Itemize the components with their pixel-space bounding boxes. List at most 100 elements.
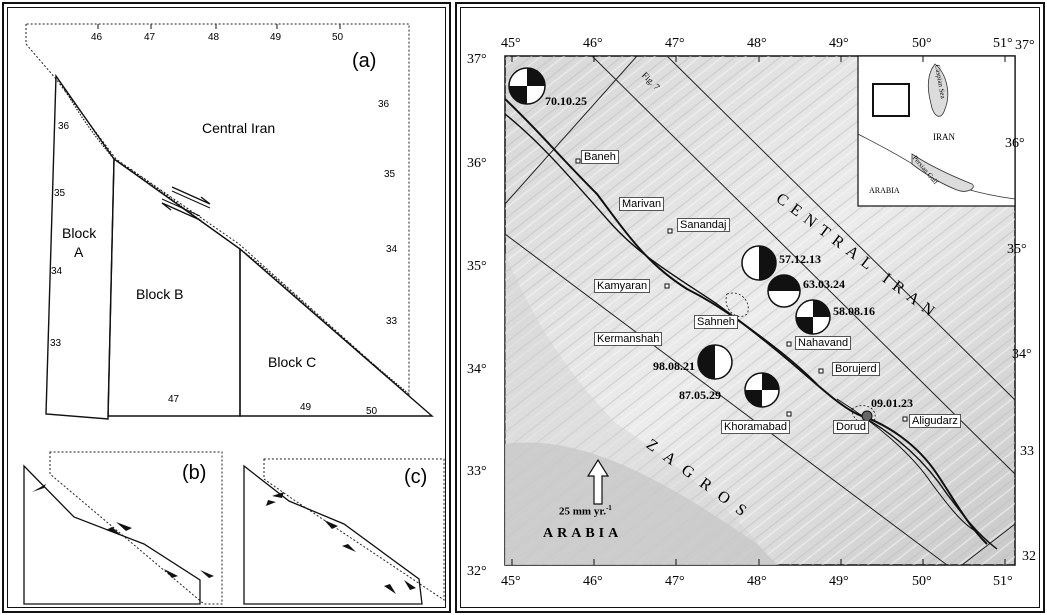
town-baneh: Baneh bbox=[581, 150, 619, 164]
map-panel: 45° 46° 47° 48° 49° 50° 51° 45° 46° 47° … bbox=[455, 2, 1045, 613]
bottom-tick-49: 49 bbox=[300, 402, 312, 413]
central-iran-label: Central Iran bbox=[202, 120, 276, 136]
boundary-line-se bbox=[961, 523, 1016, 566]
top-tick-50: 50 bbox=[332, 32, 344, 43]
inset-study-area-box bbox=[872, 83, 910, 117]
inset-arabia-label: ARABIA bbox=[869, 186, 900, 195]
block-a-label-line1: Block bbox=[62, 225, 97, 241]
event-87-05-29: 87.05.29 bbox=[679, 388, 721, 402]
map-top-lon-47: 47° bbox=[665, 36, 685, 51]
map-bottom-lon-49: 49° bbox=[829, 574, 849, 589]
top-tick-49: 49 bbox=[270, 32, 282, 43]
inset-iran-label: IRAN bbox=[933, 132, 955, 142]
map-left-lat-35: 35° bbox=[467, 259, 487, 274]
map-right-lat-35: 35° bbox=[1007, 242, 1027, 257]
town-dorud: Dorud bbox=[833, 420, 869, 434]
focal-mechanism-87-05-29 bbox=[744, 372, 780, 408]
block-a-label-line2: A bbox=[74, 244, 84, 260]
event-58-08-16: 58.08.16 bbox=[833, 304, 875, 318]
focal-mechanism-70-10-25 bbox=[508, 67, 546, 105]
focal-mechanism-98-08-21 bbox=[697, 344, 733, 380]
panel-c-dotted-outline bbox=[263, 458, 445, 601]
focal-mechanism-58-08-16 bbox=[795, 299, 831, 335]
shear-arrow-lower bbox=[161, 202, 201, 221]
boundary-line-ne bbox=[666, 55, 1016, 401]
map-top-lon-46: 46° bbox=[583, 36, 603, 51]
inset-caspian bbox=[927, 63, 949, 117]
left-tick-33: 33 bbox=[50, 338, 62, 349]
map-top-lon-49: 49° bbox=[829, 36, 849, 51]
mesopotamia-area bbox=[505, 254, 777, 565]
panel-b-arrows bbox=[32, 484, 214, 578]
shear-arrow-lower-double bbox=[161, 198, 201, 217]
map-top-lon-51: 51° bbox=[993, 36, 1013, 51]
town-aligudarz: Aligudarz bbox=[909, 414, 961, 428]
town-kermanshah: Kermanshah bbox=[594, 332, 663, 346]
right-tick-36: 36 bbox=[378, 99, 390, 110]
map-left-lat-33: 33° bbox=[467, 464, 487, 479]
event-57-12-13: 57.12.13 bbox=[779, 252, 821, 266]
event-09-01-23: 09.01.23 bbox=[871, 396, 913, 410]
left-figure-inner-border bbox=[7, 7, 446, 608]
map-right-lat-32: 32 bbox=[1022, 549, 1036, 564]
town-marivan: Marivan bbox=[619, 197, 665, 211]
boundary-line-south bbox=[504, 233, 948, 566]
map-right-lat-33: 33 bbox=[1020, 444, 1034, 459]
aftershock-zone-57 bbox=[725, 292, 749, 317]
shear-arrow-upper-double bbox=[171, 190, 211, 209]
town-borujerd: Borujerd bbox=[832, 362, 880, 376]
map-inner-border bbox=[460, 7, 1040, 608]
top-tick-46: 46 bbox=[91, 32, 103, 43]
town-sahneh: Sahneh bbox=[694, 315, 738, 329]
map-bottom-lon-45: 45° bbox=[501, 574, 521, 589]
panel-b-label: (b) bbox=[182, 462, 207, 484]
map-bottom-lon-50: 50° bbox=[912, 574, 932, 589]
block-c-outline bbox=[239, 247, 434, 417]
block-a-outline bbox=[45, 73, 115, 420]
boundary-line-far-ne bbox=[504, 55, 638, 205]
map-left-lat-37: 37° bbox=[467, 52, 487, 67]
panel-a-dotted-outline bbox=[25, 23, 410, 398]
map-top-lon-50: 50° bbox=[912, 36, 932, 51]
map-right-lat-34: 34° bbox=[1012, 347, 1032, 362]
fault-trace-3 bbox=[856, 413, 998, 550]
velocity-value: 25 mm yr. bbox=[559, 505, 606, 518]
main-recent-fault bbox=[504, 98, 988, 545]
town-nahavand: Nahavand bbox=[795, 336, 852, 350]
focal-mechanism-57-12-13 bbox=[741, 245, 777, 281]
right-tick-34: 34 bbox=[386, 244, 398, 255]
left-figure-panel: (a) 46 47 48 49 50 47 49 50 36 35 34 33 … bbox=[2, 2, 451, 613]
map-bottom-lon-47: 47° bbox=[665, 574, 685, 589]
panel-a-label: (a) bbox=[352, 50, 377, 72]
block-model-diagram bbox=[23, 23, 445, 605]
block-b-label: Block B bbox=[136, 286, 184, 302]
map-right-lat-36: 36° bbox=[1005, 136, 1025, 151]
lowland-area bbox=[505, 442, 777, 565]
shear-arrow-upper bbox=[171, 186, 211, 205]
panel-c-label: (c) bbox=[404, 466, 428, 488]
left-tick-36: 36 bbox=[58, 121, 70, 132]
map-top-lon-48: 48° bbox=[747, 36, 767, 51]
town-kamyaran: Kamyaran bbox=[594, 279, 651, 293]
left-tick-35: 35 bbox=[54, 188, 66, 199]
region-arabia: ARABIA bbox=[543, 526, 623, 541]
map-bottom-lon-51: 51° bbox=[993, 574, 1013, 589]
event-98-08-21: 98.08.21 bbox=[653, 359, 695, 373]
panel-c-arrows bbox=[266, 492, 416, 594]
inset-gulf bbox=[911, 153, 974, 192]
velocity-label: 25 mm yr.-1 bbox=[559, 504, 612, 518]
map-left-lat-36: 36° bbox=[467, 156, 487, 171]
top-tick-48: 48 bbox=[208, 32, 220, 43]
zagros-map bbox=[504, 55, 1016, 566]
town-khoramabad: Khoramabad bbox=[721, 420, 790, 434]
bottom-tick-47: 47 bbox=[168, 394, 180, 405]
map-bottom-lon-46: 46° bbox=[583, 574, 603, 589]
velocity-arrow bbox=[586, 458, 610, 505]
event-70-10-25: 70.10.25 bbox=[545, 94, 587, 108]
bottom-tick-50: 50 bbox=[366, 406, 378, 417]
event-63-03-24: 63.03.24 bbox=[803, 277, 845, 291]
aftershock-zone-09 bbox=[851, 405, 876, 425]
map-bottom-lon-48: 48° bbox=[747, 574, 767, 589]
map-left-lat-34: 34° bbox=[467, 362, 487, 377]
panel-b-blocks bbox=[23, 464, 201, 605]
